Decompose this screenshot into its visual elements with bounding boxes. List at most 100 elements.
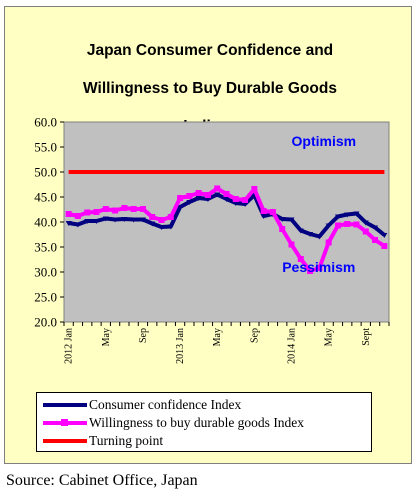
data-point [242,197,249,203]
data-point [102,216,109,222]
data-point [372,237,379,243]
data-point [344,212,351,218]
data-point [334,214,341,220]
data-point [260,208,267,214]
x-tick-label: Sep [249,328,260,343]
y-tick-label: 60.0 [34,115,57,130]
legend-swatch-confidence [43,396,87,414]
data-point [139,217,146,223]
data-point [381,233,388,238]
data-point [372,225,379,231]
x-tick-label: May [324,328,335,346]
data-point [74,213,81,219]
data-point [334,222,341,229]
data-point [177,195,184,201]
data-point [279,226,286,232]
x-tick-label: 2012 Jan [64,328,75,364]
data-point [325,239,332,246]
y-tick-label: 40.0 [34,215,57,230]
legend-swatch-willingness [43,414,87,432]
annotation-optimism: Optimism [292,133,357,149]
source-note: Source: Cabinet Office, Japan [6,472,198,489]
data-point [297,256,304,262]
data-point [344,221,351,227]
data-point [149,214,156,220]
data-point [279,217,286,222]
data-point [84,219,91,224]
legend-item-willingness: Willingness to buy durable goods Index [43,414,304,432]
data-point [121,205,128,211]
data-point [353,221,360,228]
plot-area [63,121,390,323]
data-point [177,205,184,210]
data-point [158,225,165,230]
data-point [65,221,72,226]
x-tick-label: Sept [361,328,372,346]
data-point [288,217,295,223]
legend-label-confidence: Consumer confidence Index [89,397,242,412]
data-point [74,222,81,228]
data-point [167,224,174,230]
data-point [232,201,239,206]
data-point [186,193,193,199]
chart-title-line-2: Willingness to Buy Durable Goods [83,80,337,97]
data-point [325,223,332,229]
chart-title-line-1: Japan Consumer Confidence and [86,42,334,59]
data-point [316,265,323,271]
data-point [297,228,304,234]
data-point [195,196,202,201]
data-point [223,191,230,197]
data-point [65,211,72,217]
data-point [130,217,137,223]
y-tick-label: 55.0 [34,140,57,155]
data-point [93,209,100,215]
data-point [232,196,239,202]
data-point [84,209,91,216]
data-point [269,209,276,215]
data-point [353,211,360,217]
data-point [186,200,193,205]
data-point [316,234,323,240]
y-tick-label: 20.0 [34,315,57,330]
y-tick-label: 30.0 [34,265,57,280]
data-point [214,192,221,198]
data-point [102,206,109,212]
y-tick-label: 50.0 [34,165,57,180]
data-point [214,185,221,192]
annotation-pessimism: Pessimism [282,259,355,275]
x-tick-label: Sep [138,328,149,343]
x-tick-label: May [101,328,112,346]
data-point [167,214,174,220]
data-point [242,202,249,207]
x-tick-label: 2013 Jan [175,328,186,364]
data-point [195,190,202,196]
legend-item-turning-point: Turning point [43,432,163,450]
data-point [260,214,267,219]
data-point [204,197,211,202]
x-tick-label: 2014 Jan [287,328,298,364]
data-point [251,186,258,192]
y-tick-label: 35.0 [34,240,57,255]
data-point [93,219,100,224]
data-point [381,243,388,249]
y-tick-label: 45.0 [34,190,57,205]
data-point [307,232,314,237]
data-point [288,241,295,248]
legend-label-willingness: Willingness to buy durable goods Index [89,415,305,430]
data-point [362,220,369,226]
data-point [112,207,119,214]
y-tick-label: 25.0 [34,290,57,305]
data-point [112,217,119,223]
data-point [149,221,156,227]
data-point [130,206,137,212]
data-point [139,206,146,212]
x-tick-label: May [212,328,223,346]
data-point [362,228,369,235]
data-point [204,192,211,198]
data-point [121,217,128,222]
legend-label-turning-point: Turning point [89,433,164,448]
data-point [307,268,314,274]
data-point [158,217,165,223]
chart-legend: Consumer confidence Index Willingness to… [36,392,372,452]
